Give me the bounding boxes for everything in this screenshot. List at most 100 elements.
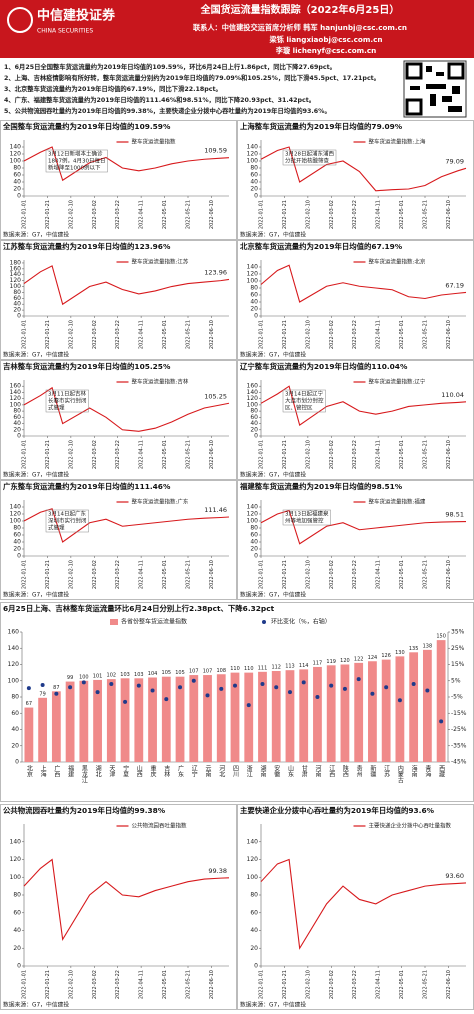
change-dot bbox=[109, 682, 114, 686]
bar-value-label: 99 bbox=[67, 675, 73, 681]
x-tick-label: 2022-03-22 bbox=[352, 200, 358, 229]
y-tick-label: 60 bbox=[250, 414, 258, 421]
x-tick-label: 福建 bbox=[67, 764, 74, 778]
y-tick-label: 80 bbox=[250, 285, 258, 292]
x-tick-label: 北京 bbox=[25, 764, 32, 778]
bar-value-label: 107 bbox=[189, 669, 199, 675]
end-value-label: 110.04 bbox=[441, 391, 464, 399]
x-tick-label: 青海 bbox=[424, 764, 431, 778]
y-tick-label: 60 bbox=[11, 710, 19, 717]
y-tick-label: 100 bbox=[8, 677, 20, 684]
bar bbox=[24, 707, 34, 762]
x-tick-label: 2022-01-01 bbox=[22, 320, 28, 349]
x-tick-label: 2022-06-10 bbox=[446, 970, 452, 999]
x-tick-label: 2022-03-22 bbox=[352, 320, 358, 349]
y-tick-label: 40 bbox=[250, 927, 258, 934]
bar-value-label: 110 bbox=[244, 666, 254, 672]
legend-label: 公共物流园吞吐量指数 bbox=[132, 822, 188, 830]
bullet: 5、公共物流园吞吐量约为2019年日均值的99.38%，主要快递企业分拨中心吞吐… bbox=[4, 108, 331, 115]
y-tick-label: 20 bbox=[250, 306, 258, 313]
annotation: 3月28日起浦东浦西 bbox=[285, 150, 334, 158]
annotation: 3月13日起福建泉 bbox=[285, 510, 329, 518]
annotation: 式管理 bbox=[48, 404, 65, 412]
x-tick-label: 2022-01-01 bbox=[22, 560, 28, 589]
x-tick-label: 2022-01-21 bbox=[45, 200, 51, 229]
change-dot bbox=[191, 678, 196, 683]
change-dot bbox=[301, 680, 306, 685]
bar bbox=[93, 679, 102, 762]
x-tick-label: 重庆 bbox=[149, 764, 156, 778]
annotation-box bbox=[282, 389, 326, 413]
bar bbox=[65, 681, 75, 762]
y-tick-label: 60 bbox=[13, 532, 21, 539]
bar-value-label: 100 bbox=[79, 674, 89, 680]
x-tick-label: 2022-02-10 bbox=[68, 440, 74, 469]
legend-label: 整车货运流量指数:福建 bbox=[369, 498, 426, 506]
x-tick-label: 新疆 bbox=[369, 764, 376, 778]
annotation-box bbox=[45, 149, 108, 173]
change-dot bbox=[329, 683, 334, 688]
y-tick-label: 160 bbox=[10, 265, 22, 272]
series-line bbox=[260, 264, 467, 303]
x-tick-label: 2022-03-22 bbox=[115, 320, 121, 349]
y-tick-label: 60 bbox=[250, 292, 258, 299]
bar-value-label: 126 bbox=[381, 653, 391, 659]
y-tick-label: 40 bbox=[250, 420, 258, 427]
x-tick-label: 2022-03-02 bbox=[92, 970, 98, 999]
annotation: 3月12日新增本土确诊 bbox=[48, 150, 103, 158]
y-tick-label: 120 bbox=[247, 395, 259, 402]
x-tick-label: 2022-05-21 bbox=[423, 560, 429, 589]
bar bbox=[409, 652, 419, 762]
logo-en: CHINA SECURITIES bbox=[37, 28, 93, 35]
y-tick-label: 60 bbox=[250, 532, 258, 539]
x-tick-label: 2022-04-11 bbox=[139, 560, 145, 589]
header-banner bbox=[0, 0, 474, 58]
annotation: 区、管控区 bbox=[285, 404, 313, 412]
x-tick-label: 2022-03-22 bbox=[115, 200, 121, 229]
x-tick-label: 2022-06-10 bbox=[209, 440, 215, 469]
x-tick-label: 2022-05-21 bbox=[186, 560, 192, 589]
bar bbox=[354, 662, 364, 762]
bar bbox=[38, 697, 48, 762]
bar-value-label: 104 bbox=[148, 671, 158, 677]
x-tick-label: 2022-02-10 bbox=[68, 560, 74, 589]
x-tick-label: 江西 bbox=[328, 765, 335, 778]
chart-title: 吉林整车货运流量约为2019年日均值的105.25% bbox=[3, 362, 171, 371]
y2-tick-label: -35% bbox=[451, 742, 467, 749]
x-tick-label: 广西 bbox=[53, 764, 60, 778]
source-note: 数据来源：G7，中信建投 bbox=[3, 351, 69, 359]
y-tick-label: 100 bbox=[10, 158, 22, 165]
y-tick-label: 0 bbox=[254, 433, 258, 440]
x-tick-label: 2022-01-21 bbox=[45, 320, 51, 349]
y-tick-label: 100 bbox=[10, 401, 22, 408]
bar bbox=[285, 670, 295, 762]
chart-title: 主要快递企业分拨中心吞吐量约为2019年日均值的93.6% bbox=[240, 806, 435, 815]
bar-value-label: 87 bbox=[53, 685, 59, 691]
bar bbox=[299, 669, 309, 762]
x-tick-label: 2022-05-01 bbox=[399, 440, 405, 469]
x-tick-label: 黑龙江 bbox=[80, 765, 87, 784]
x-tick-label: 2022-01-01 bbox=[259, 320, 265, 349]
panel-border bbox=[0, 480, 237, 600]
end-value-label: 111.46 bbox=[204, 506, 227, 514]
bar bbox=[271, 671, 281, 762]
x-tick-label: 2022-03-22 bbox=[115, 970, 121, 999]
x-tick-label: 2022-04-11 bbox=[139, 200, 145, 229]
x-tick-label: 2022-06-10 bbox=[446, 560, 452, 589]
x-tick-label: 2022-05-21 bbox=[186, 440, 192, 469]
y-tick-label: 0 bbox=[17, 553, 21, 560]
x-tick-label: 2022-03-22 bbox=[352, 970, 358, 999]
legend-label: 环比变化（%，右轴） bbox=[271, 618, 331, 626]
panel-border bbox=[0, 240, 237, 360]
y-tick-label: 100 bbox=[247, 874, 259, 881]
x-tick-label: 2022-01-21 bbox=[45, 560, 51, 589]
x-tick-label: 宁夏 bbox=[122, 764, 129, 777]
y-tick-label: 80 bbox=[13, 892, 21, 899]
x-tick-label: 河北 bbox=[218, 764, 225, 778]
bar-value-label: 135 bbox=[409, 646, 419, 652]
y-tick-label: 120 bbox=[10, 277, 22, 284]
bar-value-label: 114 bbox=[299, 663, 309, 669]
x-tick-label: 2022-01-21 bbox=[282, 560, 288, 589]
series-line bbox=[260, 509, 467, 545]
x-tick-label: 2022-03-02 bbox=[92, 320, 98, 349]
